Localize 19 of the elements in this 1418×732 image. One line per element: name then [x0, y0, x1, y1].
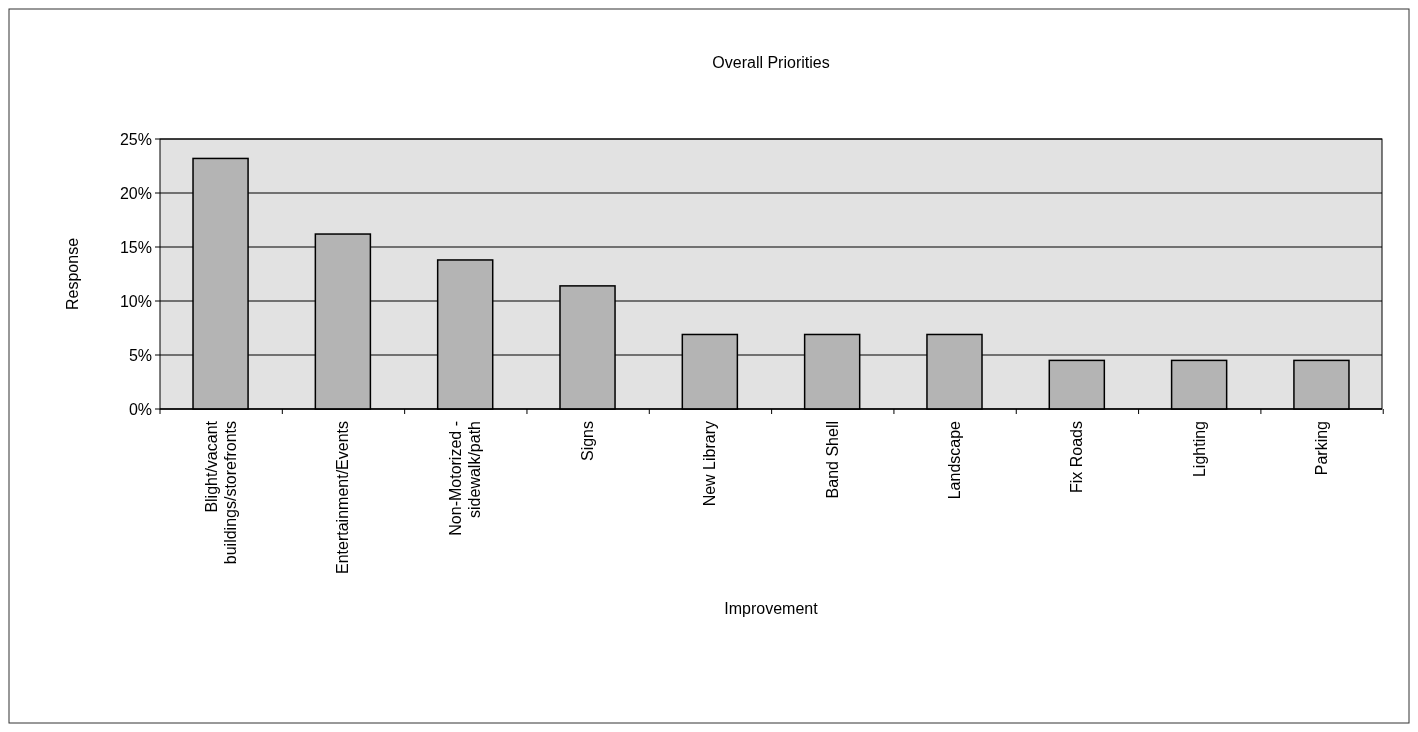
y-tick-label: 0%: [128, 400, 152, 418]
x-axis-title: Improvement: [724, 600, 819, 617]
x-tick-label: Fix Roads: [1068, 421, 1086, 494]
y-tick-label: 25%: [119, 130, 152, 148]
y-tick-label: 5%: [128, 346, 152, 364]
y-tick-label: 10%: [119, 292, 152, 310]
x-tick-label: Entertainment/Events: [334, 421, 352, 574]
y-tick-label: 20%: [119, 184, 152, 202]
x-tick-label: Band Shell: [823, 421, 841, 499]
x-tick-label: Non-Motorized - sidewalk/path: [447, 421, 484, 536]
y-axis-title: Response: [64, 237, 81, 311]
x-tick-label: Landscape: [946, 420, 964, 500]
x-tick-label: Signs: [579, 421, 597, 462]
y-tick-label: 15%: [119, 238, 152, 256]
chart-title: Overall Priorities: [712, 54, 830, 71]
x-tick-label: New Library: [701, 421, 719, 507]
x-tick-label: Blight/vacant buildings/storefronts: [202, 420, 239, 565]
x-tick-label: Parking: [1313, 421, 1331, 476]
x-tick-label: Lighting: [1190, 421, 1208, 478]
